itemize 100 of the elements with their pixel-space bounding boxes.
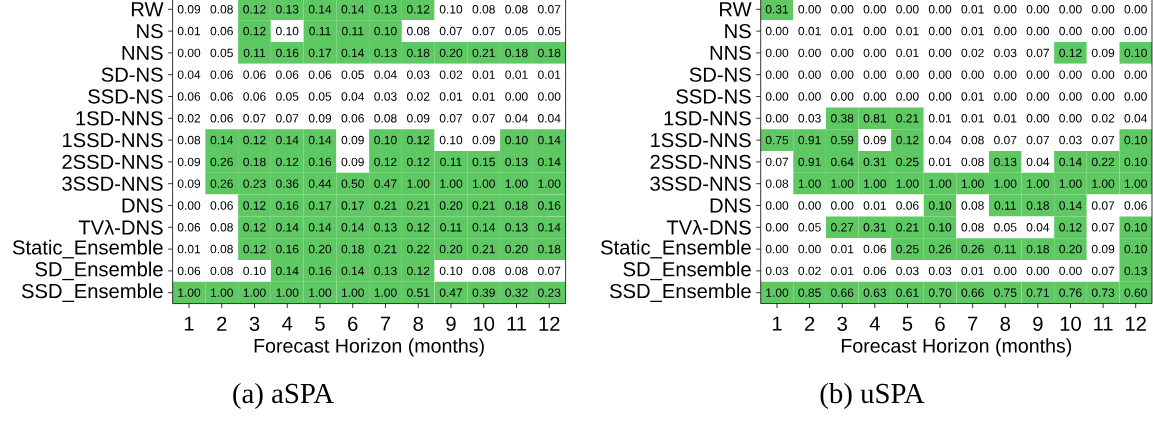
- y-tick-label: SSD-NS: [88, 89, 163, 104]
- y-tick-label: RW: [131, 2, 164, 17]
- data-label: 0.26: [210, 157, 233, 167]
- data-label: 0.12: [896, 135, 919, 145]
- data-label: 0.11: [440, 157, 462, 167]
- data-label: 0.16: [276, 48, 299, 58]
- y-tick-label: SSD_Ensemble: [21, 283, 163, 303]
- data-label: 1.00: [374, 288, 397, 297]
- data-label: 0.07: [1091, 266, 1115, 276]
- data-label: 0.06: [177, 92, 201, 101]
- data-label: 0.75: [765, 135, 789, 145]
- data-label: 0.14: [472, 223, 496, 232]
- data-label: 0.11: [994, 244, 1016, 254]
- data-label: 0.16: [276, 201, 299, 210]
- data-label: 1.00: [505, 179, 528, 188]
- data-label: 0.14: [308, 223, 332, 232]
- data-label: 0.08: [472, 5, 495, 14]
- y-tick-label: 3SSD-NNS: [62, 176, 163, 191]
- data-label: 0.00: [961, 70, 984, 79]
- data-label: 0.66: [961, 288, 984, 297]
- y-tick-label: DNS: [710, 198, 751, 213]
- data-label: 0.00: [765, 201, 789, 210]
- data-label: 0.20: [439, 201, 463, 210]
- data-label: 0.76: [1059, 288, 1082, 297]
- data-label: 0.71: [1026, 288, 1049, 297]
- data-label: 1.00: [896, 179, 919, 188]
- data-label: 0.18: [1026, 201, 1050, 210]
- data-label: 0.18: [538, 48, 561, 58]
- data-label: 0.17: [341, 201, 364, 210]
- data-label: 0.02: [961, 48, 984, 58]
- data-label: 0.11: [309, 26, 331, 36]
- data-label: 0.01: [928, 114, 952, 123]
- data-label: 0.08: [961, 135, 984, 145]
- data-label: 0.00: [994, 266, 1017, 276]
- data-label: 0.07: [439, 26, 463, 36]
- data-label: 0.22: [407, 244, 430, 254]
- data-label: 0.23: [538, 288, 561, 297]
- data-label: 0.01: [472, 92, 495, 101]
- data-label: 0.03: [1059, 135, 1082, 145]
- data-label: 0.12: [243, 201, 266, 210]
- data-label: 1.00: [929, 179, 952, 188]
- data-label: 0.14: [308, 135, 332, 145]
- data-label: 0.04: [374, 70, 397, 79]
- data-label: 0.00: [928, 92, 952, 101]
- y-tick-label: Static_Ensemble: [601, 239, 751, 259]
- data-label: 0.07: [538, 266, 561, 276]
- data-label: 0.12: [243, 223, 266, 232]
- x-tick-label: 3: [249, 316, 260, 331]
- data-label: 0.12: [407, 5, 430, 14]
- data-label: 0.66: [831, 288, 854, 297]
- x-axis-title: Forecast Horizon (months): [254, 338, 484, 357]
- data-label: 0.01: [961, 92, 984, 101]
- data-label: 0.44: [308, 179, 332, 188]
- y-tick-label: TVλ-DNS: [78, 219, 163, 235]
- data-label: 0.00: [1026, 26, 1050, 36]
- data-label: 0.00: [928, 48, 952, 58]
- data-label: 0.00: [831, 92, 854, 101]
- data-label: 0.20: [439, 48, 463, 58]
- data-label: 1.00: [864, 179, 887, 188]
- data-label: 0.18: [407, 48, 430, 58]
- data-label: 0.14: [538, 157, 561, 167]
- data-label: 0.00: [928, 26, 952, 36]
- data-label: 0.04: [1026, 223, 1050, 232]
- x-tick-label: 7: [380, 316, 391, 331]
- data-label: 0.00: [1091, 26, 1115, 36]
- data-label: 0.13: [276, 5, 299, 14]
- data-label: 0.01: [831, 244, 854, 254]
- data-label: 0.05: [994, 223, 1017, 232]
- data-label: 0.00: [1026, 114, 1050, 123]
- x-tick-label: 11: [1094, 316, 1113, 331]
- data-label: 0.04: [538, 114, 561, 123]
- data-label: 0.06: [210, 92, 233, 101]
- data-label: 0.06: [210, 26, 233, 36]
- data-label: 0.02: [177, 114, 201, 123]
- data-label: 0.17: [308, 48, 332, 58]
- y-tick-label: DNS: [122, 198, 163, 213]
- data-label: 0.04: [1124, 114, 1148, 123]
- data-label: 0.05: [538, 26, 561, 36]
- data-label: 0.14: [1059, 201, 1082, 210]
- data-label: 0.03: [765, 266, 789, 276]
- data-label: 0.06: [863, 266, 886, 276]
- data-label: 0.10: [1124, 48, 1147, 58]
- data-label: 0.08: [505, 266, 528, 276]
- data-label: 0.01: [961, 26, 984, 36]
- data-label: 0.36: [276, 179, 299, 188]
- data-label: 0.12: [243, 5, 266, 14]
- data-label: 0.08: [961, 157, 984, 167]
- data-label: 0.06: [863, 244, 886, 254]
- x-tick-label: 5: [315, 316, 325, 331]
- x-tick-label: 4: [869, 316, 880, 331]
- x-tick-label: 9: [1033, 316, 1043, 331]
- data-label: 0.09: [472, 135, 495, 145]
- data-label: 0.23: [243, 179, 266, 188]
- data-label: 0.21: [896, 114, 919, 123]
- data-label: 0.01: [472, 70, 495, 79]
- data-label: 0.14: [276, 135, 299, 145]
- x-tick-label: 8: [413, 316, 423, 331]
- data-label: 0.00: [798, 244, 821, 254]
- data-label: 0.13: [374, 223, 397, 232]
- data-label: 0.00: [765, 244, 789, 254]
